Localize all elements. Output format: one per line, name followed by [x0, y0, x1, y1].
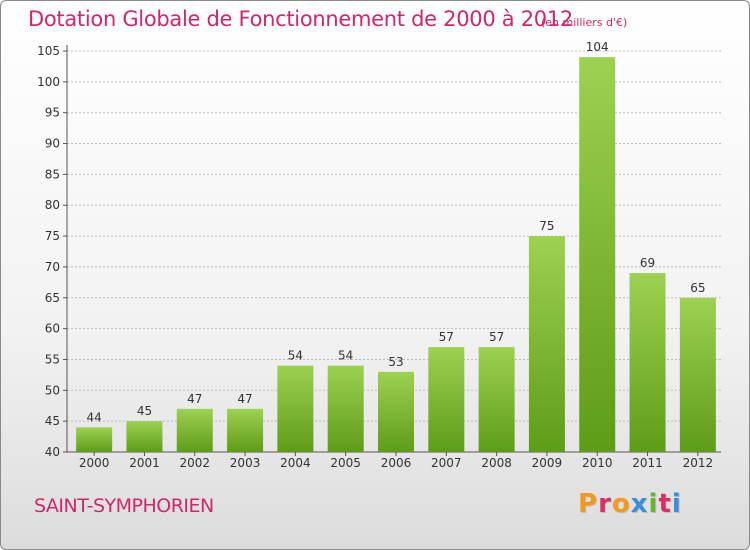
axes: 40 45 50 55 60 65 70 75 80 85 90 95 100 105 [37, 44, 721, 459]
brand-letter: t [658, 489, 672, 519]
bar-2004 [277, 365, 314, 452]
data-label: 57 [489, 330, 504, 344]
x-tick-label: 2011 [632, 456, 663, 470]
y-tick-label: 45 [45, 414, 60, 428]
chart-title: Dotation Globale de Fonctionnement de 20… [28, 7, 573, 31]
brand-letter: P [578, 489, 599, 519]
data-label: 65 [690, 281, 705, 295]
x-tick-label: 2005 [330, 456, 361, 470]
x-tick-label: 2001 [129, 456, 160, 470]
x-tick-label: 2002 [179, 456, 210, 470]
y-tick-label: 65 [45, 291, 60, 305]
bar-2003 [227, 408, 264, 452]
y-tick-label: 105 [37, 44, 60, 58]
x-tick-label: 2010 [582, 456, 613, 470]
brand-letter: i [671, 489, 682, 519]
y-tick-label: 75 [45, 229, 60, 243]
data-label: 53 [388, 355, 403, 369]
data-label: 47 [187, 392, 202, 406]
bar-2009 [528, 236, 565, 452]
y-tick-label: 95 [45, 106, 60, 120]
data-label: 69 [640, 256, 655, 270]
data-label: 47 [237, 392, 252, 406]
bar-2010 [579, 57, 616, 453]
labels: 2000 44 2001 45 2002 47 2003 47 2004 54 2005 54 2006… [79, 40, 713, 470]
brand-letter: o [611, 489, 631, 519]
x-tick-label: 2007 [431, 456, 462, 470]
bar-2012 [679, 297, 716, 452]
bar-2005 [327, 365, 364, 452]
y-tick-label: 50 [45, 383, 60, 397]
x-tick-label: 2009 [532, 456, 563, 470]
data-label: 44 [87, 410, 102, 424]
bar-2001 [126, 421, 163, 452]
x-tick-label: 2003 [230, 456, 261, 470]
bar-2008 [478, 347, 515, 452]
bars [76, 57, 716, 453]
y-tick-label: 100 [37, 75, 60, 89]
y-tick-label: 90 [45, 137, 60, 151]
y-tick-label: 40 [45, 445, 60, 459]
x-tick-label: 2006 [381, 456, 412, 470]
brand-letter: r [598, 489, 612, 519]
bar-2000 [76, 427, 113, 452]
y-tick-label: 80 [45, 198, 60, 212]
bar-2006 [378, 371, 414, 452]
bar-2002 [176, 408, 213, 452]
x-tick-label: 2000 [79, 456, 110, 470]
y-tick-label: 55 [45, 352, 60, 366]
y-tick-label: 70 [45, 260, 60, 274]
data-label: 75 [539, 219, 554, 233]
brand-letter: i [648, 489, 659, 519]
bar-2007 [428, 347, 465, 452]
x-tick-label: 2008 [481, 456, 512, 470]
y-tick-label: 60 [45, 322, 60, 336]
bar-2011 [629, 273, 666, 452]
data-label: 45 [137, 404, 152, 418]
brand-letter: x [630, 489, 649, 519]
x-tick-label: 2012 [683, 456, 714, 470]
brand-logo: Proxiti [578, 489, 682, 519]
data-label: 57 [439, 330, 454, 344]
data-label: 54 [288, 349, 303, 363]
x-tick-label: 2004 [280, 456, 311, 470]
data-label: 104 [586, 40, 609, 54]
commune-name: SAINT-SYMPHORIEN [34, 495, 214, 517]
y-tick-label: 85 [45, 167, 60, 181]
data-label: 54 [338, 349, 353, 363]
chart-subtitle: (en milliers d'€) [541, 16, 628, 29]
